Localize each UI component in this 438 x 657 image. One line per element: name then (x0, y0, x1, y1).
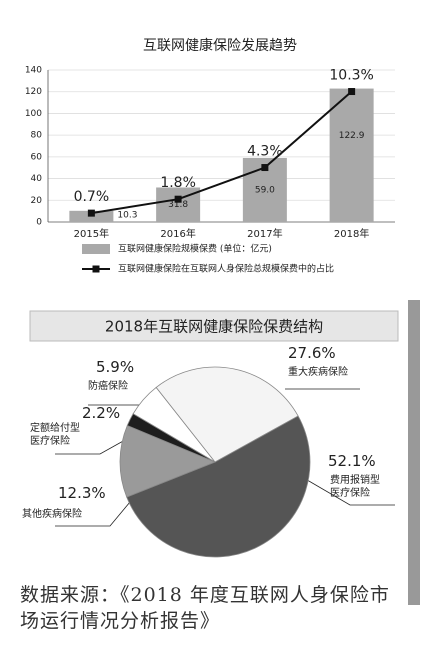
bar-value-label: 59.0 (255, 185, 275, 195)
frame-bar (408, 295, 420, 605)
x-tick-label: 2016年 (160, 227, 195, 240)
bar-value-label: 31.8 (168, 200, 188, 210)
legend-swatch (82, 244, 110, 254)
chart-title: 2018年互联网健康保险保费结构 (105, 318, 323, 336)
title-box (29, 310, 399, 342)
bar (329, 88, 374, 223)
line-marker (174, 195, 182, 203)
source-note: 数据来源：《2018 年度互联网人身保险市场运行情况分析报告》 (20, 584, 390, 632)
slice-value-label: 5.9% (96, 358, 135, 376)
slice-label: 防癌保险 (88, 381, 128, 392)
slice-label: 定额给付型 医疗保险 (30, 423, 80, 447)
line (91, 90, 353, 215)
slice-label: 其他疾病保险 (22, 509, 82, 520)
legend-label: 互联网健康保险在互联网人身保险总规模保费中的占比 (118, 263, 334, 275)
pie-slice (119, 424, 217, 498)
legend-swatch (92, 265, 100, 273)
pie-slice (155, 366, 299, 463)
pie-slice (126, 415, 311, 558)
line-marker (348, 88, 356, 96)
slice-value-label: 2.2% (82, 404, 121, 422)
x-tick-label: 2015年 (74, 227, 109, 240)
slice-value-label: 12.3% (58, 484, 106, 502)
slice-value-label: 27.6% (288, 344, 336, 362)
y-tick-label: 80 (31, 131, 43, 141)
y-tick-label: 140 (25, 66, 42, 76)
slice-value-label: 52.1% (328, 452, 376, 470)
point-value-label: 1.8% (160, 175, 196, 191)
line-marker (261, 164, 269, 172)
line-marker (87, 209, 95, 217)
x-tick-label: 2018年 (334, 227, 369, 240)
y-tick-label: 60 (31, 152, 43, 162)
y-tick-label: 0 (36, 218, 42, 228)
point-value-label: 0.7% (74, 189, 110, 205)
bar-value-label: 122.9 (339, 131, 365, 141)
x-tick-label: 2017年 (247, 227, 282, 240)
slice-label: 费用报销型 医疗保险 (330, 475, 380, 499)
slice-label: 重大疾病保险 (288, 367, 348, 378)
chart-title: 互联网健康保险发展趋势 (143, 37, 297, 54)
legend-label: 互联网健康保险规模保费 (单位：亿元) (118, 243, 272, 255)
y-tick-label: 40 (31, 174, 43, 184)
y-tick-label: 120 (25, 87, 42, 97)
y-tick-label: 20 (31, 196, 43, 206)
point-value-label: 4.3% (247, 144, 283, 160)
bar-value-label: 10.3 (117, 211, 137, 221)
point-value-label: 10.3% (329, 68, 373, 84)
y-tick-label: 100 (25, 109, 42, 119)
